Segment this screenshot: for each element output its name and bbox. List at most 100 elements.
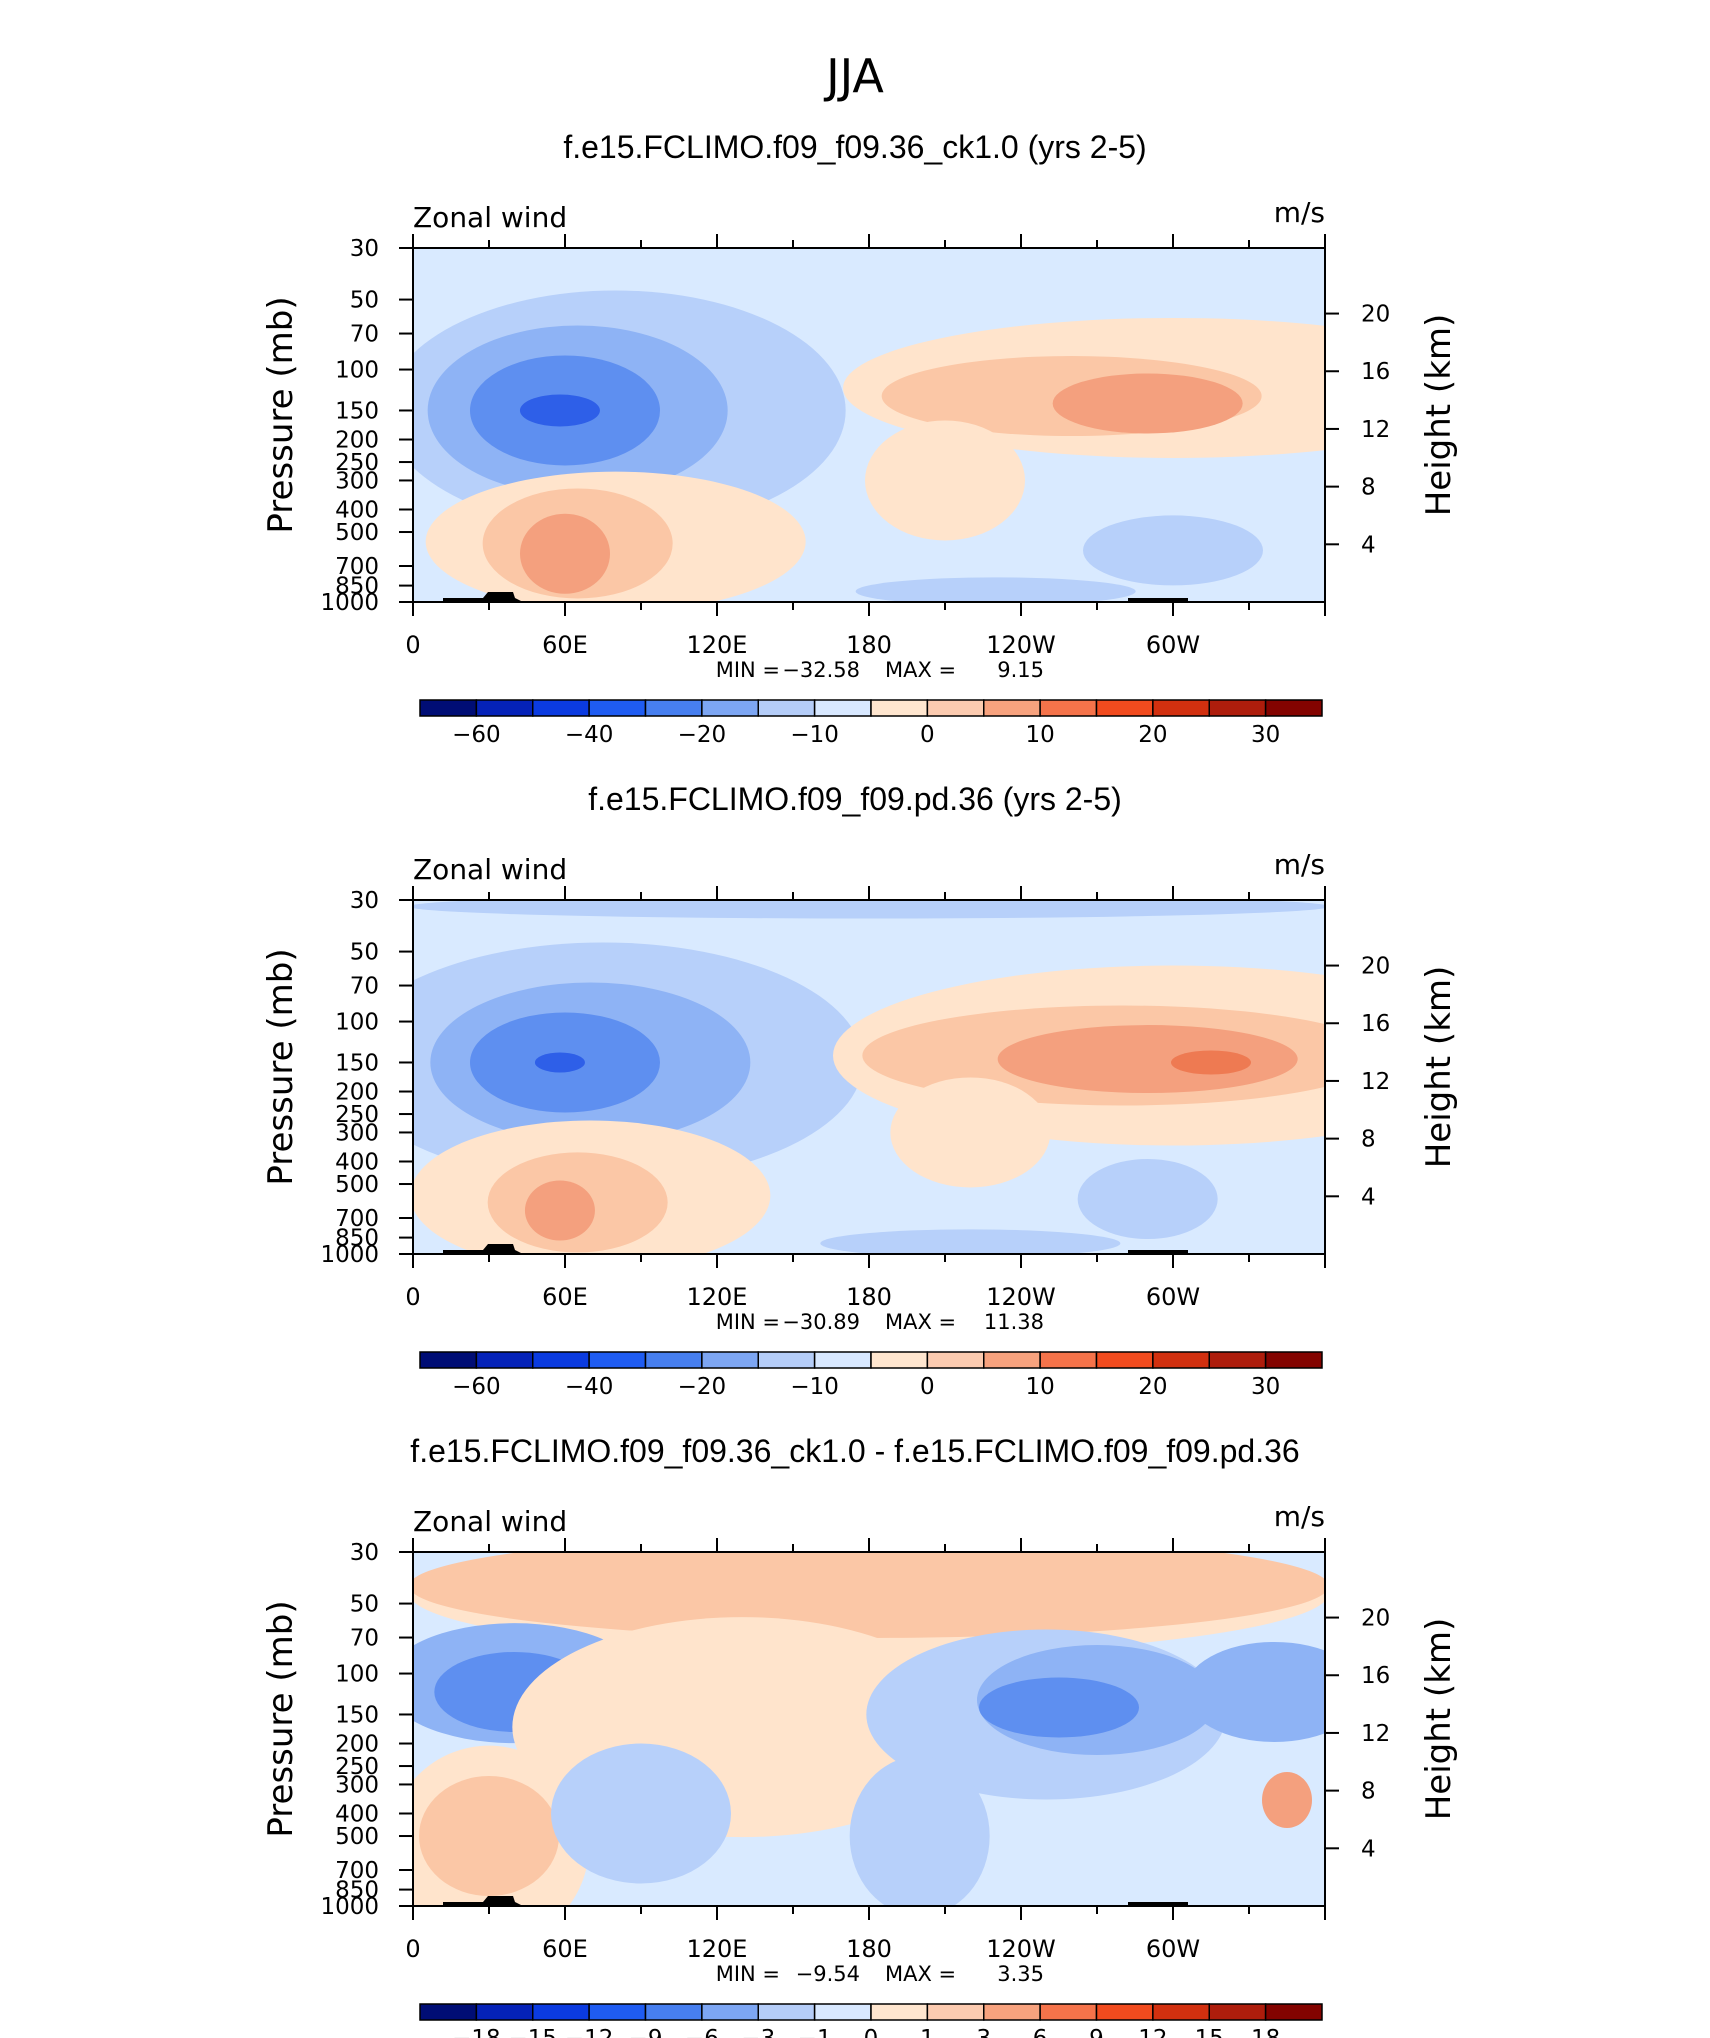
right-tick-label: 8 — [1361, 1779, 1376, 1805]
contour-region — [1083, 515, 1263, 586]
colorbar-cell — [870, 2003, 929, 2021]
contour-region — [419, 1776, 559, 1897]
right-tick-label: 20 — [1361, 1606, 1390, 1632]
y-tick-label: 700 — [335, 1858, 379, 1884]
x-tick-label: 180 — [846, 1935, 892, 1963]
colorbar-cell — [1039, 2003, 1098, 2021]
right-tick-label: 4 — [1361, 1184, 1376, 1210]
y-axis-label: Pressure (mb) — [261, 296, 301, 533]
right-tick-label: 20 — [1361, 302, 1390, 328]
contour-region — [820, 1229, 1121, 1254]
x-tick-label: 0 — [405, 1283, 420, 1311]
colorbar-cell — [757, 2003, 816, 2021]
colorbar-cell — [701, 1351, 759, 1369]
y-tick-label: 100 — [335, 358, 379, 384]
x-tick-label: 120W — [986, 1283, 1056, 1311]
y-tick-label: 30 — [350, 888, 379, 914]
field-label: Zonal wind — [413, 1505, 567, 1538]
y-tick-label: 500 — [335, 520, 379, 546]
colorbar-cell — [419, 699, 478, 717]
colorbar-label: −9 — [629, 2026, 663, 2038]
colorbar-cell — [532, 1351, 590, 1369]
right-tick-label: 16 — [1361, 1663, 1390, 1689]
x-tick-label: 60W — [1146, 1935, 1200, 1963]
y-tick-label: 400 — [335, 1149, 379, 1175]
colorbar-label: 12 — [1138, 2026, 1167, 2038]
right-tick-label: 8 — [1361, 475, 1376, 501]
colorbar-cell — [588, 2003, 647, 2021]
colorbar-label: 30 — [1251, 1374, 1280, 1400]
topography — [443, 1244, 523, 1254]
x-tick-label: 120E — [687, 631, 748, 659]
y-tick-label: 100 — [335, 1010, 379, 1036]
right-axis-label: Height (km) — [1419, 314, 1459, 517]
units-label: m/s — [1274, 196, 1325, 229]
min-label: MIN = — [716, 1310, 780, 1334]
x-tick-label: 180 — [846, 631, 892, 659]
y-tick-label: 200 — [335, 1732, 379, 1758]
colorbar-cell — [813, 2003, 872, 2021]
y-tick-label: 1000 — [320, 1242, 379, 1268]
contour-region — [1262, 1772, 1312, 1829]
x-tick-label: 60W — [1146, 1283, 1200, 1311]
colorbar-cell — [1039, 699, 1098, 717]
figure-title: JJA — [823, 49, 884, 103]
colorbar-cell — [870, 1351, 929, 1369]
colorbar-label: 10 — [1025, 722, 1054, 748]
colorbar-cell — [1264, 2003, 1323, 2021]
max-label: MAX = — [885, 1962, 956, 1986]
colorbar-cell — [419, 1351, 478, 1369]
colorbar-label: −15 — [508, 2026, 557, 2038]
contour-region — [890, 1077, 1051, 1188]
colorbar-cell — [870, 699, 929, 717]
contour-region — [524, 1180, 595, 1241]
y-tick-label: 1000 — [320, 590, 379, 616]
colorbar-cell — [588, 1351, 647, 1369]
colorbar-cell — [813, 699, 872, 717]
min-label: MIN = — [716, 1962, 780, 1986]
colorbar-cell — [1095, 1351, 1154, 1369]
colorbar-label: 0 — [920, 1374, 935, 1400]
x-tick-label: 120E — [687, 1283, 748, 1311]
min-value: −9.54 — [796, 1962, 860, 1986]
colorbar-label: −6 — [685, 2026, 719, 2038]
y-tick-label: 300 — [335, 1772, 379, 1798]
colorbar-label: −1 — [798, 2026, 832, 2038]
colorbar-label: 20 — [1138, 722, 1167, 748]
contour-field — [413, 1552, 1325, 1906]
colorbar-cell — [588, 699, 647, 717]
colorbar-cell — [475, 1351, 534, 1369]
max-value: 11.38 — [984, 1310, 1044, 1334]
colorbar-label: −60 — [452, 722, 501, 748]
y-axis-label: Pressure (mb) — [261, 1600, 301, 1837]
colorbar-label: −10 — [790, 722, 839, 748]
x-tick-label: 180 — [846, 1283, 892, 1311]
max-value: 9.15 — [997, 658, 1044, 682]
colorbar-label: 6 — [1033, 2026, 1048, 2038]
colorbar-cell — [926, 2003, 985, 2021]
colorbar-cell — [1208, 1351, 1267, 1369]
panel-1: f.e15.FCLIMO.f09_f09.36_ck1.0 (yrs 2-5) 0… — [261, 129, 1459, 748]
colorbar-label: 9 — [1089, 2026, 1104, 2038]
right-tick-label: 20 — [1361, 954, 1390, 980]
colorbar-cell — [983, 2003, 1041, 2021]
panel-2: f.e15.FCLIMO.f09_f09.pd.36 (yrs 2-5) 0 60E… — [261, 781, 1459, 1400]
colorbar-label: −12 — [565, 2026, 614, 2038]
y-tick-label: 30 — [350, 236, 379, 262]
y-tick-label: 100 — [335, 1662, 379, 1688]
colorbar-cell — [757, 699, 816, 717]
right-axis-label: Height (km) — [1419, 966, 1459, 1169]
colorbar-cell — [983, 1351, 1041, 1369]
colorbar-label: −40 — [565, 1374, 614, 1400]
y-tick-label: 150 — [335, 1050, 379, 1076]
colorbar-label: 20 — [1138, 1374, 1167, 1400]
colorbar-label: −60 — [452, 1374, 501, 1400]
y-tick-label: 300 — [335, 468, 379, 494]
colorbar-cell — [419, 2003, 478, 2021]
y-tick-label: 250 — [335, 450, 379, 476]
colorbar-label: 10 — [1025, 1374, 1054, 1400]
y-axis-label: Pressure (mb) — [261, 948, 301, 1185]
colorbar-label: 0 — [920, 722, 935, 748]
x-tick-label: 60W — [1146, 631, 1200, 659]
right-tick-label: 4 — [1361, 1836, 1376, 1862]
